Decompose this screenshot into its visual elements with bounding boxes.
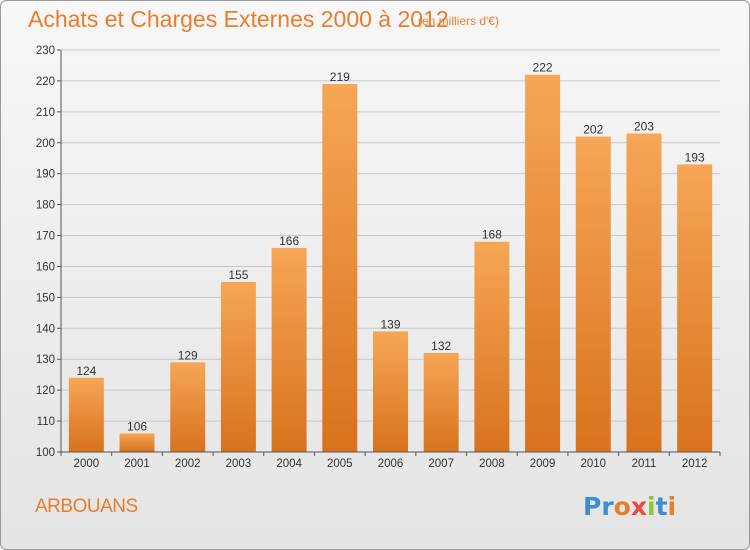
x-tick-label: 2012	[682, 458, 708, 470]
y-tick-label: 230	[36, 45, 55, 57]
bar-2003	[220, 281, 256, 452]
bar-2004	[271, 247, 307, 452]
data-label: 203	[634, 119, 654, 133]
logo-letter: r	[601, 492, 614, 521]
bars	[68, 74, 713, 453]
data-label: 222	[533, 61, 553, 75]
x-tick-label: 2007	[428, 458, 454, 470]
bar-2011	[626, 133, 662, 452]
x-tick-label: 2001	[124, 458, 150, 470]
data-label: 139	[380, 317, 400, 331]
bar-2007	[423, 353, 459, 452]
bar-2001	[119, 433, 155, 452]
data-label: 166	[279, 234, 299, 248]
bar-2002	[170, 362, 206, 452]
x-tick-label: 2006	[378, 458, 404, 470]
data-label: 129	[178, 348, 198, 362]
y-tick-label: 120	[36, 385, 55, 397]
x-tick-label: 2002	[175, 458, 201, 470]
bar-2012	[677, 164, 713, 452]
data-label: 124	[76, 364, 96, 378]
y-tick-label: 180	[36, 200, 55, 212]
x-tick-label: 2004	[276, 458, 302, 470]
y-tick-label: 150	[36, 292, 55, 304]
bar-2000	[68, 377, 104, 452]
chart-title: Achats et Charges Externes 2000 à 2012	[28, 6, 449, 32]
data-label: 106	[127, 419, 147, 433]
y-tick-label: 130	[36, 354, 55, 366]
y-tick-label: 200	[36, 138, 55, 150]
x-tick-label: 2008	[479, 458, 505, 470]
y-tick-label: 110	[37, 416, 55, 428]
x-tick-label: 2010	[580, 458, 606, 470]
data-label: 168	[482, 228, 502, 242]
logo-letter: x	[630, 492, 647, 521]
bar-2008	[474, 241, 510, 452]
x-tick-label: 2009	[530, 458, 556, 470]
logo-letter: i	[667, 492, 677, 521]
data-label: 155	[228, 268, 248, 282]
y-tick-label: 190	[36, 169, 55, 181]
x-tick-label: 2005	[327, 458, 353, 470]
logo-letter: P	[583, 492, 602, 521]
axes	[57, 49, 721, 456]
y-tick-label: 170	[36, 231, 55, 243]
logo-letter: o	[613, 492, 631, 521]
y-tick-label: 160	[36, 261, 55, 273]
place-name: ARBOUANS	[35, 496, 138, 517]
bar-2005	[322, 84, 358, 452]
y-tick-label: 210	[36, 107, 55, 119]
x-tick-label: 2000	[74, 458, 100, 470]
proxiti-logo: Proxiti	[583, 492, 676, 521]
data-label: 202	[583, 123, 603, 137]
logo-letter: i	[647, 492, 656, 521]
labels: 100 110 120 130 140 150 160 170 180 190 200 210 220 2…	[36, 45, 708, 470]
logo-letter: t	[655, 492, 668, 521]
bar-2010	[575, 136, 611, 453]
data-label: 132	[431, 339, 451, 353]
data-label: 193	[685, 150, 705, 164]
y-tick-label: 100	[36, 447, 55, 459]
bar-2009	[525, 74, 561, 452]
bar-2006	[373, 331, 408, 452]
x-tick-label: 2003	[226, 458, 252, 470]
y-tick-label: 140	[36, 323, 55, 335]
chart-units: (en milliers d'€)	[418, 14, 499, 28]
y-tick-label: 220	[36, 76, 55, 88]
data-label: 219	[330, 70, 350, 84]
x-tick-label: 2011	[632, 458, 657, 470]
